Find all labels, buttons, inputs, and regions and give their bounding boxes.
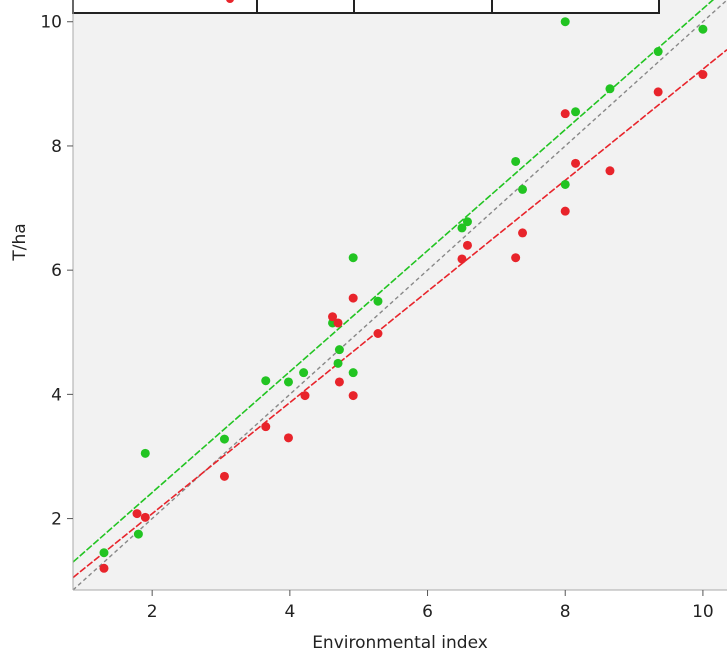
- series-2-point: [132, 509, 142, 519]
- series-1-point: [571, 107, 581, 117]
- series-2-point: [261, 422, 271, 432]
- series-2-point: [328, 312, 338, 322]
- series-2-point: [560, 206, 570, 216]
- series-1-point: [140, 448, 150, 458]
- series-2-point: [698, 70, 708, 80]
- series-1-point: [605, 84, 615, 94]
- x-tick-label: 6: [422, 602, 433, 622]
- series-2-point: [300, 391, 310, 401]
- series-1-point: [348, 253, 358, 263]
- series-2-point: [334, 377, 344, 387]
- series-2-point: [653, 87, 663, 97]
- y-axis-title: T/ha: [10, 223, 30, 261]
- x-axis-ticks: 2 4 6 8 10: [147, 590, 714, 622]
- series-2-point: [457, 254, 467, 264]
- series-1-point: [333, 358, 343, 368]
- series-2-point: [333, 318, 343, 328]
- y-tick-label: 10: [40, 13, 62, 33]
- series-1-point: [518, 184, 528, 194]
- series-2-point: [348, 293, 358, 303]
- y-tick-label: 4: [51, 385, 62, 405]
- plot-background: [73, 0, 727, 590]
- series-2-point: [283, 433, 293, 443]
- series-1-point: [299, 368, 309, 378]
- series-2-point: [348, 391, 358, 401]
- fit-lines: [72, 0, 727, 591]
- x-tick-label: 2: [147, 602, 158, 622]
- series-1-point: [348, 368, 358, 378]
- series-2-point: [373, 329, 383, 339]
- series-1-point: [334, 345, 344, 355]
- legend: [72, 0, 660, 14]
- series-2-point: [560, 109, 570, 119]
- y-axis-ticks: 2 4 6 8 10: [40, 13, 73, 530]
- x-tick-label: 10: [692, 602, 714, 622]
- series-2-point: [571, 158, 581, 168]
- x-tick-label: 4: [284, 602, 295, 622]
- series-1-fit-line: [72, 0, 715, 563]
- series-1-point: [99, 548, 109, 558]
- series-1-point: [133, 529, 143, 539]
- series-2-point: [219, 471, 229, 481]
- x-tick-label: 8: [560, 602, 571, 622]
- series-1-point: [560, 17, 570, 27]
- series-1-point: [462, 217, 472, 227]
- series-1-point: [261, 376, 271, 386]
- series-2-fit-line: [72, 49, 727, 579]
- series-2-point: [462, 240, 472, 250]
- series-2-point: [605, 166, 615, 176]
- legend-marker: [226, 0, 234, 3]
- data-points: [99, 17, 708, 573]
- series-1-point: [219, 434, 229, 444]
- series-1-point: [698, 24, 708, 34]
- series-2-point: [518, 228, 528, 238]
- y-tick-label: 2: [51, 510, 62, 530]
- series-1-point: [653, 47, 663, 57]
- series-2-point: [99, 563, 109, 573]
- y-tick-label: 8: [51, 137, 62, 157]
- series-2-point: [511, 253, 521, 263]
- series-1-point: [373, 296, 383, 306]
- series-1-point: [560, 179, 570, 189]
- y-tick-label: 6: [51, 261, 62, 281]
- series-1-point: [283, 377, 293, 387]
- series-1-point: [457, 223, 467, 233]
- series-1-point: [511, 156, 521, 166]
- series-2-point: [140, 512, 150, 522]
- x-axis-title: Environmental index: [312, 633, 488, 653]
- legend-box: [72, 0, 660, 14]
